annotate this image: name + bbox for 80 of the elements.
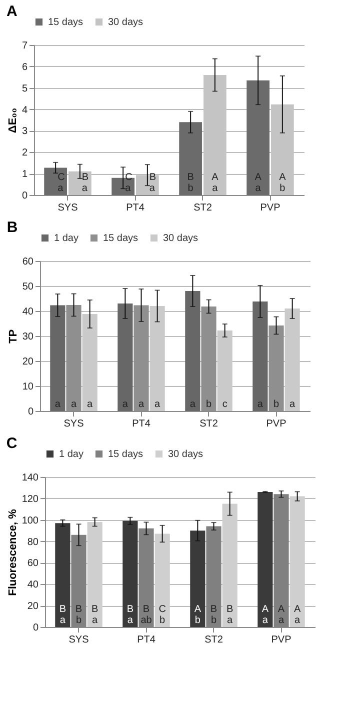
data-label: B a <box>226 604 234 626</box>
data-label: A a <box>254 172 262 194</box>
data-label: a <box>290 399 296 410</box>
y-axis-title: TP <box>7 329 20 344</box>
x-tick-label: SYS <box>64 418 84 430</box>
y-tick-label: 0 <box>28 406 34 418</box>
y-tick-label: 80 <box>27 536 39 548</box>
data-label: A b <box>194 604 202 626</box>
y-axis-title: ΔE₀₀ <box>6 108 19 134</box>
y-axis-title: Fluorescence, % <box>6 508 19 596</box>
y-tick-label: 30 <box>22 332 34 342</box>
data-label: A a <box>294 604 301 626</box>
data-label: B a <box>59 604 66 626</box>
data-label: a <box>70 399 77 410</box>
data-label: a <box>190 399 196 410</box>
legend-label: 15 days <box>108 449 144 460</box>
x-tick-label: PT4 <box>137 634 156 646</box>
legend-label: 30 days <box>108 17 144 28</box>
x-tick-label: PT4 <box>126 202 145 214</box>
y-tick-label: 6 <box>22 62 28 73</box>
legend-label: 1 day <box>54 233 78 244</box>
y-tick-label: 0 <box>22 190 28 202</box>
data-label: C b <box>158 604 166 626</box>
data-label: b <box>273 399 280 410</box>
data-label: B ab <box>140 604 152 626</box>
y-tick-label: 3 <box>22 126 28 138</box>
x-tick-label: PVP <box>260 202 281 214</box>
y-tick-label: 100 <box>22 515 39 526</box>
data-label: a <box>257 399 264 410</box>
legend-label: 1 day <box>59 449 84 460</box>
y-tick-label: 20 <box>27 601 39 612</box>
x-tick-label: SYS <box>58 202 78 214</box>
data-label: B a <box>82 172 89 194</box>
x-tick-label: PVP <box>266 418 287 430</box>
data-label: B b <box>187 172 194 194</box>
data-label: A a <box>262 604 269 626</box>
y-tick-label: 5 <box>22 83 28 94</box>
y-tick-label: 60 <box>27 558 39 570</box>
data-label: a <box>122 399 128 410</box>
data-label: a <box>54 399 61 410</box>
y-tick-label: 4 <box>22 104 28 116</box>
y-tick-label: 60 <box>22 256 34 268</box>
y-tick-label: 1 <box>22 169 28 180</box>
data-label: A b <box>279 172 286 194</box>
x-tick-label: ST2 <box>194 202 212 214</box>
y-tick-label: 40 <box>22 306 34 318</box>
y-tick-label: 7 <box>22 40 28 52</box>
data-label: A a <box>212 172 219 194</box>
legend-label: 15 days <box>103 233 138 244</box>
x-tick-label: ST2 <box>204 634 224 646</box>
data-label: C a <box>58 172 65 194</box>
data-label: b <box>206 399 212 410</box>
data-label: B b <box>75 604 82 626</box>
x-tick-label: SYS <box>68 634 90 646</box>
x-tick-label: ST2 <box>200 418 218 430</box>
data-label: a <box>87 399 94 410</box>
data-label: A a <box>278 604 285 626</box>
data-label: c <box>222 399 228 410</box>
data-label: a <box>154 399 161 410</box>
y-tick-label: 40 <box>27 580 39 591</box>
y-tick-label: 120 <box>22 494 39 505</box>
y-tick-label: 2 <box>22 148 28 159</box>
chart-title: B <box>6 219 18 236</box>
data-label: B a <box>149 172 156 194</box>
data-label: B a <box>126 604 134 626</box>
legend-label: 30 days <box>163 233 198 244</box>
y-tick-label: 0 <box>32 622 39 634</box>
x-tick-label: PT4 <box>132 418 151 430</box>
legend-label: 30 days <box>168 449 204 460</box>
y-tick-label: 20 <box>22 356 34 368</box>
data-label: a <box>138 399 144 410</box>
x-tick-label: PVP <box>271 634 292 646</box>
y-tick-label: 140 <box>22 472 39 484</box>
data-label: B a <box>91 604 98 626</box>
legend-label: 15 days <box>48 17 84 28</box>
chart-title: C <box>6 435 18 452</box>
y-tick-label: 50 <box>22 282 34 292</box>
chart-title: A <box>6 3 18 20</box>
y-tick-label: 10 <box>22 382 34 392</box>
data-label: B b <box>210 604 218 626</box>
